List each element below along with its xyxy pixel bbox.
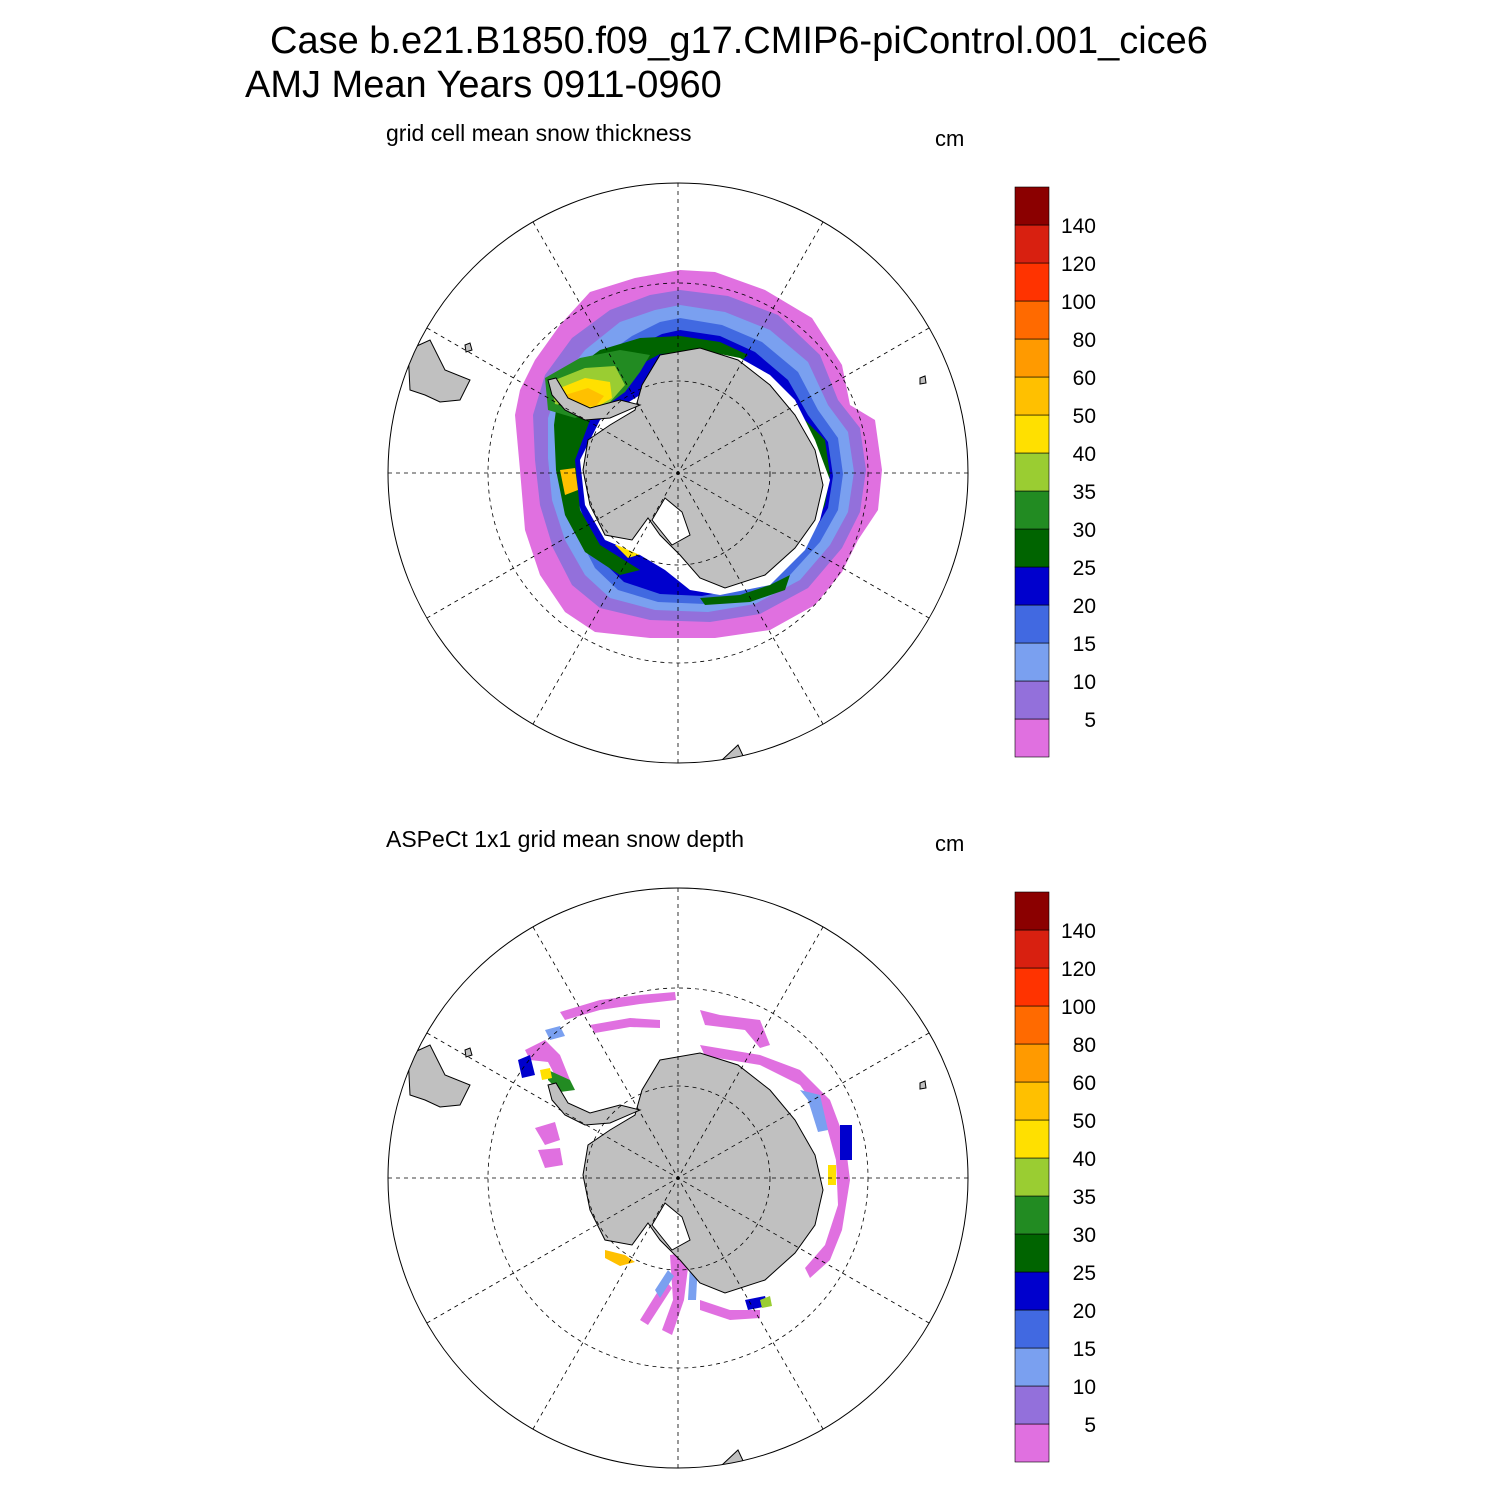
colorbar-tick-label: 5: [1084, 709, 1096, 732]
map-gridlines-obs: [388, 888, 968, 1468]
colorbar-swatch: [1014, 1005, 1050, 1045]
new-zealand-tip: [721, 744, 746, 763]
colorbar-swatch: [1014, 1309, 1050, 1349]
colorbar-model: 5 10 15 20 25 30 35 40 50 60 80 100 120 140: [1014, 186, 1096, 758]
new-zealand-tip-obs: [721, 1449, 746, 1468]
obs-tracks-yellow: [540, 1068, 836, 1266]
colorbar-tick-label: 25: [1073, 1262, 1096, 1285]
antarctica-land: [582, 347, 824, 589]
colorbar-tick-label: 40: [1073, 1148, 1096, 1171]
colorbar-tick-label: 50: [1073, 405, 1096, 428]
colorbar-tick-label: 50: [1073, 1110, 1096, 1133]
obs-tracks: [525, 992, 850, 1335]
small-island-2: [919, 375, 927, 385]
colorbar-swatch: [1014, 1233, 1050, 1273]
snow-band-yellow-west: [560, 468, 578, 495]
colorbar-swatch: [1014, 1385, 1050, 1425]
ross-ice-shelf: [651, 497, 691, 546]
colorbar-tick-label: 5: [1084, 1414, 1096, 1437]
colorbar-obs: 5 10 15 20 25 30 35 40 50 60 80 100 120 140: [1014, 891, 1096, 1463]
small-island-1: [464, 342, 473, 353]
colorbar-swatch: [1014, 929, 1050, 969]
colorbar-tick-label: 15: [1073, 633, 1096, 656]
colorbar-tick-label: 10: [1073, 671, 1096, 694]
colorbar-tick-label: 120: [1061, 958, 1096, 981]
peninsula-land-obs: [547, 1082, 642, 1126]
colorbar-tick-label: 25: [1073, 557, 1096, 580]
colorbar-swatch: [1014, 224, 1050, 264]
obs-tracks-navy: [518, 1055, 852, 1310]
colorbar-swatch: [1014, 1271, 1050, 1311]
colorbar-swatch: [1014, 680, 1050, 720]
colorbar-swatch: [1014, 1347, 1050, 1387]
colorbar-swatch: [1014, 566, 1050, 606]
figure-title-line2: AMJ Mean Years 0911-0960: [245, 64, 722, 106]
colorbar-tick-label: 35: [1073, 1186, 1096, 1209]
colorbar-swatch: [1014, 414, 1050, 454]
colorbar-tick-label: 140: [1061, 215, 1096, 238]
colorbar-swatch: [1014, 376, 1050, 416]
figure-title-line1: Case b.e21.B1850.f09_g17.CMIP6-piControl…: [270, 20, 1208, 62]
map-panel-obs: [387, 887, 969, 1469]
colorbar-tick-label: 20: [1073, 1300, 1096, 1323]
ross-ice-shelf-obs: [651, 1202, 691, 1251]
antarctica-land-obs: [582, 1052, 824, 1294]
south-america: [407, 339, 471, 403]
colorbar-tick-label: 35: [1073, 481, 1096, 504]
colorbar-swatch: [1014, 1195, 1050, 1235]
colorbar-swatch: [1014, 452, 1050, 492]
colorbar-tick-label: 120: [1061, 253, 1096, 276]
colorbar-tick-label: 15: [1073, 1338, 1096, 1361]
colorbar-swatch: [1014, 262, 1050, 302]
colorbar-swatch: [1014, 1119, 1050, 1159]
map-gridlines-model: [388, 183, 968, 763]
colorbar-swatch: [1014, 528, 1050, 568]
colorbar-swatch: [1014, 1157, 1050, 1197]
colorbar-swatch: [1014, 490, 1050, 530]
map-boundary-obs: [387, 887, 969, 1469]
panel-units-obs: cm: [935, 831, 965, 856]
colorbar-swatch: [1014, 967, 1050, 1007]
colorbar-tick-label: 60: [1073, 1072, 1096, 1095]
colorbar-tick-label: 100: [1061, 996, 1096, 1019]
colorbar-tick-label: 20: [1073, 595, 1096, 618]
colorbar-tick-label: 80: [1073, 1034, 1096, 1057]
map-panel-model: [387, 182, 969, 764]
colorbar-swatch: [1014, 300, 1050, 340]
colorbar-tick-label: 10: [1073, 1376, 1096, 1399]
panel-title-obs: ASPeCt 1x1 grid mean snow depth: [386, 826, 744, 852]
colorbar-tick-label: 30: [1073, 519, 1096, 542]
colorbar-tick-label: 60: [1073, 367, 1096, 390]
colorbar-swatch: [1014, 718, 1050, 758]
colorbar-swatch: [1014, 891, 1050, 931]
map-boundary-model: [387, 182, 969, 764]
panel-units-model: cm: [935, 126, 965, 151]
small-island-obs-2: [919, 1080, 927, 1090]
colorbar-tick-label: 100: [1061, 291, 1096, 314]
panel-title-model: grid cell mean snow thickness: [386, 120, 692, 146]
colorbar-swatch: [1014, 642, 1050, 682]
colorbar-tick-label: 40: [1073, 443, 1096, 466]
small-island-obs-1: [464, 1047, 473, 1058]
peninsula-land: [547, 377, 642, 421]
colorbar-tick-label: 80: [1073, 329, 1096, 352]
colorbar-swatch: [1014, 186, 1050, 226]
south-america-obs: [407, 1044, 471, 1108]
colorbar-swatch: [1014, 1423, 1050, 1463]
colorbar-swatch: [1014, 338, 1050, 378]
snow-band-green-ross: [700, 575, 790, 605]
colorbar-tick-label: 140: [1061, 920, 1096, 943]
colorbar-tick-label: 30: [1073, 1224, 1096, 1247]
colorbar-swatch: [1014, 604, 1050, 644]
colorbar-swatch: [1014, 1043, 1050, 1083]
colorbar-swatch: [1014, 1081, 1050, 1121]
